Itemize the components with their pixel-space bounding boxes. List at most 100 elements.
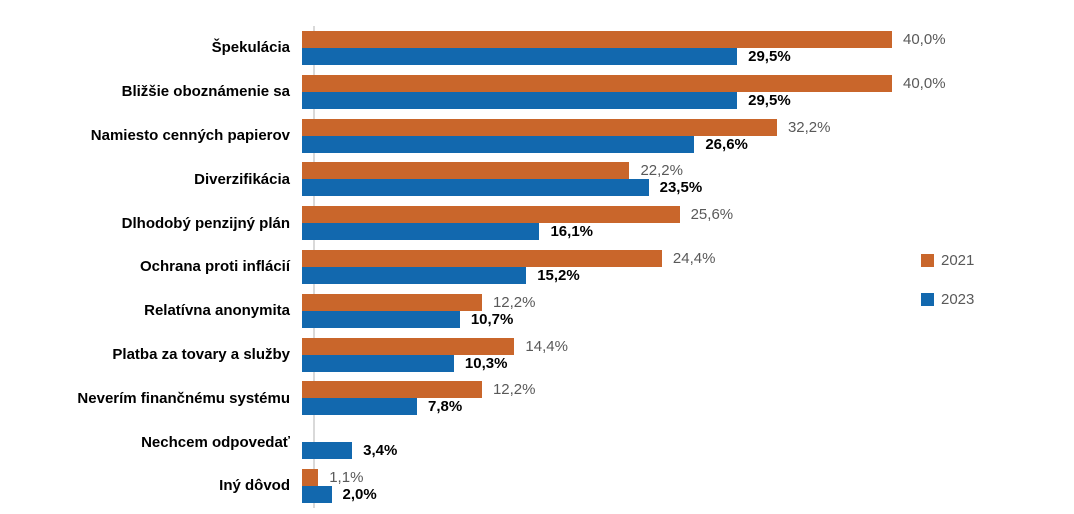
chart-row: Nechcem odpovedať 3,4%: [0, 420, 1074, 464]
chart-row: Platba za tovary a služby 14,4% 10,3%: [0, 333, 1074, 377]
chart-row: Neverím finančnému systému 12,2% 7,8%: [0, 377, 1074, 421]
value-label-2023: 16,1%: [550, 223, 594, 241]
value-label-2021: 22,2%: [640, 162, 683, 180]
bar-2023: [302, 486, 332, 504]
value-label-2023: 2,0%: [342, 486, 377, 504]
category-label: Neverím finančnému systému: [77, 389, 290, 407]
value-label-2021: 25,6%: [690, 206, 734, 224]
bar-line-2023: 3,4%: [302, 442, 1074, 460]
category-label: Ochrana proti inflácií: [139, 258, 290, 276]
value-label-2023: 10,3%: [464, 354, 508, 372]
value-label-2023: 23,5%: [659, 179, 703, 197]
chart-row: Ochrana proti inflácií 24,4% 15,2%: [0, 245, 1074, 289]
bar-2023: [302, 47, 738, 65]
bar-2021: [302, 337, 515, 355]
legend-item-2023: 2023: [921, 291, 974, 308]
bar-line-2023: 2,0%: [302, 486, 1074, 504]
bar-line-2021: 40,0%: [302, 30, 1074, 48]
chart-legend: 2021 2023: [921, 252, 974, 308]
bar-line-2023: 26,6%: [302, 135, 1074, 153]
category-label: Diverzifikácia: [194, 170, 290, 188]
bar-2021: [302, 293, 482, 311]
value-label-2021: 14,4%: [525, 337, 568, 355]
bar-2021: [302, 249, 662, 267]
bar-2023: [302, 179, 649, 197]
legend-swatch-2021: [921, 254, 934, 267]
chart-row: Iný dôvod 1,1% 2,0%: [0, 464, 1074, 508]
bar-2023: [302, 442, 353, 460]
category-label: Nechcem odpovedať: [141, 433, 290, 451]
category-label: Relatívna anonymita: [144, 302, 290, 320]
bar-line-2021: 25,6%: [302, 206, 1074, 224]
legend-label-2023: 2023: [941, 291, 975, 308]
legend-swatch-2023: [921, 293, 934, 306]
bar-2023: [302, 398, 418, 416]
value-label-2021: 1,1%: [329, 469, 364, 487]
bar-line-2023: 29,5%: [302, 91, 1074, 109]
bar-line-2023: 7,8%: [302, 398, 1074, 416]
category-label: Iný dôvod: [219, 477, 290, 495]
bar-line-2023: 10,3%: [302, 354, 1074, 372]
value-label-2023: 7,8%: [428, 398, 463, 416]
bar-line-2023: 16,1%: [302, 223, 1074, 241]
bar-group: 12,2% 10,7%: [302, 289, 1074, 333]
bar-2023: [302, 310, 460, 328]
bar-2021: [302, 74, 892, 92]
bar-group: 22,2% 23,5%: [302, 157, 1074, 201]
value-label-2023: 29,5%: [748, 47, 791, 65]
chart-row: Špekulácia 40,0% 29,5%: [0, 26, 1074, 70]
value-label-2023: 26,6%: [705, 135, 748, 153]
bar-group: 40,0% 29,5%: [302, 70, 1074, 114]
bar-2023: [302, 354, 454, 372]
value-label-2021: 12,2%: [492, 381, 536, 399]
bar-line-2021: 1,1%: [302, 469, 1074, 487]
chart-row: Dlhodobý penzijný plán 25,6% 16,1%: [0, 201, 1074, 245]
value-label-2023: 10,7%: [470, 310, 514, 328]
value-label-2023: 29,5%: [748, 91, 791, 109]
bar-group: 32,2% 26,6%: [302, 114, 1074, 158]
chart-row: Relatívna anonymita 12,2% 10,7%: [0, 289, 1074, 333]
bar-2023: [302, 223, 540, 241]
bar-group: 14,4% 10,3%: [302, 333, 1074, 377]
chart-row: Namiesto cenných papierov 32,2% 26,6%: [0, 114, 1074, 158]
bar-group: 1,1% 2,0%: [302, 464, 1074, 508]
bar-line-2021: 12,2%: [302, 381, 1074, 399]
bar-line-2021: 32,2%: [302, 118, 1074, 136]
category-label: Dlhodobý penzijný plán: [121, 214, 290, 232]
value-label-2021: 40,0%: [903, 74, 946, 92]
bar-2021: [302, 469, 319, 487]
bar-line-2021: 40,0%: [302, 74, 1074, 92]
bar-group: 3,4%: [302, 420, 1074, 464]
bar-group: 25,6% 16,1%: [302, 201, 1074, 245]
bar-line-2023: 10,7%: [302, 310, 1074, 328]
bar-2021: [302, 206, 680, 224]
bar-2023: [302, 91, 738, 109]
category-label: Špekulácia: [211, 39, 290, 57]
value-label-2023: 3,4%: [363, 442, 398, 460]
value-label-2021: 40,0%: [903, 30, 946, 48]
chart-row: Bližšie oboznámenie sa 40,0% 29,5%: [0, 70, 1074, 114]
legend-label-2021: 2021: [941, 252, 975, 269]
category-label: Namiesto cenných papierov: [90, 126, 290, 144]
bar-2021: [302, 118, 777, 136]
bar-group: 12,2% 7,8%: [302, 377, 1074, 421]
bar-line-2021: 24,4%: [302, 249, 1074, 267]
value-label-2023: 15,2%: [537, 266, 580, 284]
bar-line-2021: 14,4%: [302, 337, 1074, 355]
bar-line-2023: 23,5%: [302, 179, 1074, 197]
bar-line-2021: 22,2%: [302, 162, 1074, 180]
value-label-2021: 24,4%: [672, 249, 716, 267]
bar-2021: [302, 381, 482, 399]
value-label-2021: 32,2%: [787, 118, 831, 136]
bar-group: 24,4% 15,2%: [302, 245, 1074, 289]
bar-line-2023: 29,5%: [302, 47, 1074, 65]
bar-2021: [302, 30, 892, 48]
bar-2021: [302, 162, 630, 180]
category-label: Bližšie oboznámenie sa: [121, 83, 290, 101]
legend-item-2021: 2021: [921, 252, 974, 269]
bar-2023: [302, 266, 527, 284]
bar-line-2023: 15,2%: [302, 266, 1074, 284]
bar-group: 40,0% 29,5%: [302, 26, 1074, 70]
bar-line-2021: [302, 425, 1074, 442]
